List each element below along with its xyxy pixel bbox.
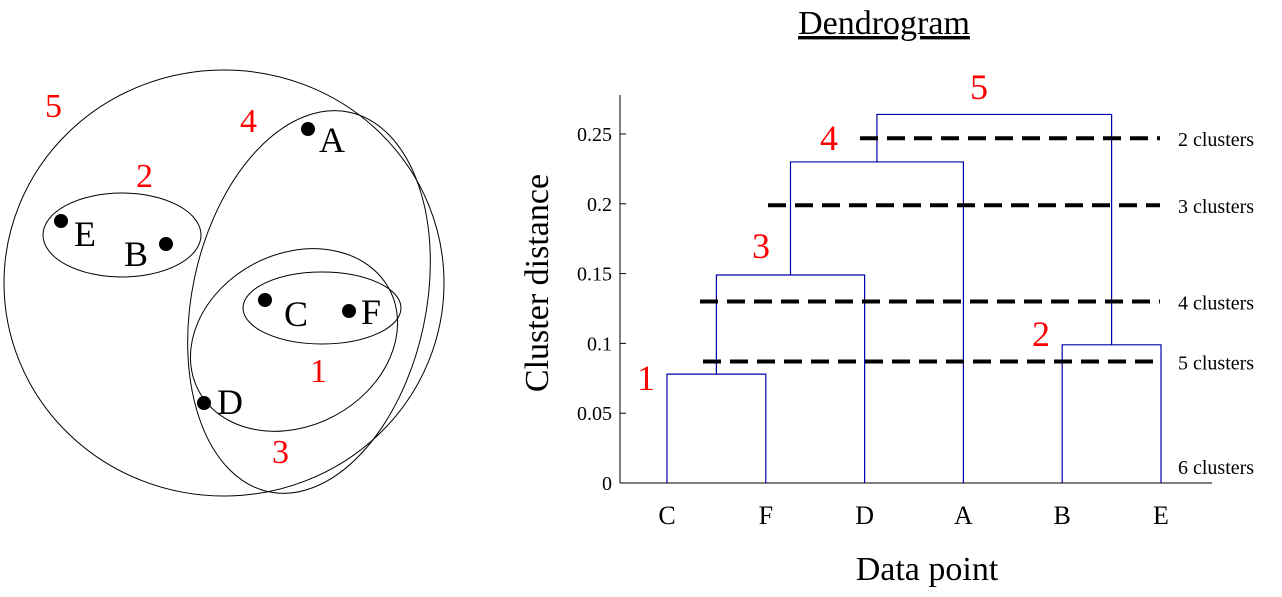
point-a-dot xyxy=(301,122,315,136)
x-tick-label-d: D xyxy=(855,501,874,530)
cluster-venn-diagram xyxy=(3,69,445,497)
cluster-2-ellipse xyxy=(42,192,202,278)
cut-label: 6 clusters xyxy=(1178,457,1254,479)
cluster-cut-lines: 2 clusters 3 clusters 4 clusters 5 clusters… xyxy=(700,129,1254,479)
cut-label: 5 clusters xyxy=(1178,353,1254,375)
merge-3-link xyxy=(715,274,866,483)
point-f-dot xyxy=(342,304,356,318)
point-c-dot xyxy=(258,293,272,307)
merge-5-link xyxy=(876,113,1113,345)
cut-label: 3 clusters xyxy=(1178,196,1254,218)
point-c-label: C xyxy=(284,294,308,334)
venn-step-2-label: 2 xyxy=(136,158,153,195)
dendrogram-links xyxy=(666,113,1162,483)
x-tick-label-e: E xyxy=(1153,501,1169,530)
y-ticks: 0 0.05 0.1 0.15 0.2 0.25 xyxy=(577,124,626,495)
venn-step-3-label: 3 xyxy=(272,434,289,471)
dendrogram-chart: 0 0.05 0.1 0.15 0.2 0.25 C F D A B E 2 clusters 3 c… xyxy=(577,67,1254,530)
merge-1-link xyxy=(666,373,767,483)
merge-2-link xyxy=(1061,344,1162,483)
cut-label: 2 clusters xyxy=(1178,129,1254,151)
merge-4-link xyxy=(789,161,964,483)
point-e-dot xyxy=(54,214,68,228)
merge-step-5-label: 5 xyxy=(970,67,988,107)
point-d-dot xyxy=(197,396,211,410)
point-e-label: E xyxy=(74,214,96,254)
x-tick-label-a: A xyxy=(954,501,973,530)
y-tick-label: 0 xyxy=(602,473,612,495)
venn-step-1-label: 1 xyxy=(310,353,327,390)
cut-label: 4 clusters xyxy=(1178,293,1254,315)
y-tick-label: 0.1 xyxy=(587,333,612,355)
venn-step-labels: 1 2 3 4 5 xyxy=(45,88,327,471)
y-tick-label: 0.2 xyxy=(587,194,612,216)
venn-step-4-label: 4 xyxy=(240,103,257,140)
venn-points xyxy=(54,122,356,410)
point-b-dot xyxy=(159,237,173,251)
merge-step-3-label: 3 xyxy=(752,226,770,266)
merge-step-1-label: 1 xyxy=(637,358,655,398)
x-axis-label: Data point xyxy=(856,551,999,588)
x-tick-label-f: F xyxy=(759,501,773,530)
point-b-label: B xyxy=(124,234,148,274)
y-tick-label: 0.05 xyxy=(577,403,612,425)
x-tick-label-b: B xyxy=(1054,501,1071,530)
venn-point-labels: A B C D E F xyxy=(74,120,381,422)
y-tick-label: 0.25 xyxy=(577,124,612,146)
cluster-4-ellipse xyxy=(187,110,431,494)
point-d-label: D xyxy=(217,382,243,422)
venn-step-5-label: 5 xyxy=(45,88,62,125)
point-a-label: A xyxy=(319,120,345,160)
cluster-5-ellipse xyxy=(3,69,445,497)
cluster-3-ellipse xyxy=(189,248,399,432)
y-tick-label: 0.15 xyxy=(577,264,612,286)
cluster-1-ellipse xyxy=(242,271,402,345)
merge-step-4-label: 4 xyxy=(820,118,838,158)
x-tick-label-c: C xyxy=(658,501,675,530)
merge-step-2-label: 2 xyxy=(1032,314,1050,354)
y-axis-label: Cluster distance xyxy=(519,174,556,392)
merge-step-labels: 1 2 3 4 5 xyxy=(637,67,1050,398)
point-f-label: F xyxy=(361,292,381,332)
dendrogram-title: Dendrogram xyxy=(798,5,970,42)
